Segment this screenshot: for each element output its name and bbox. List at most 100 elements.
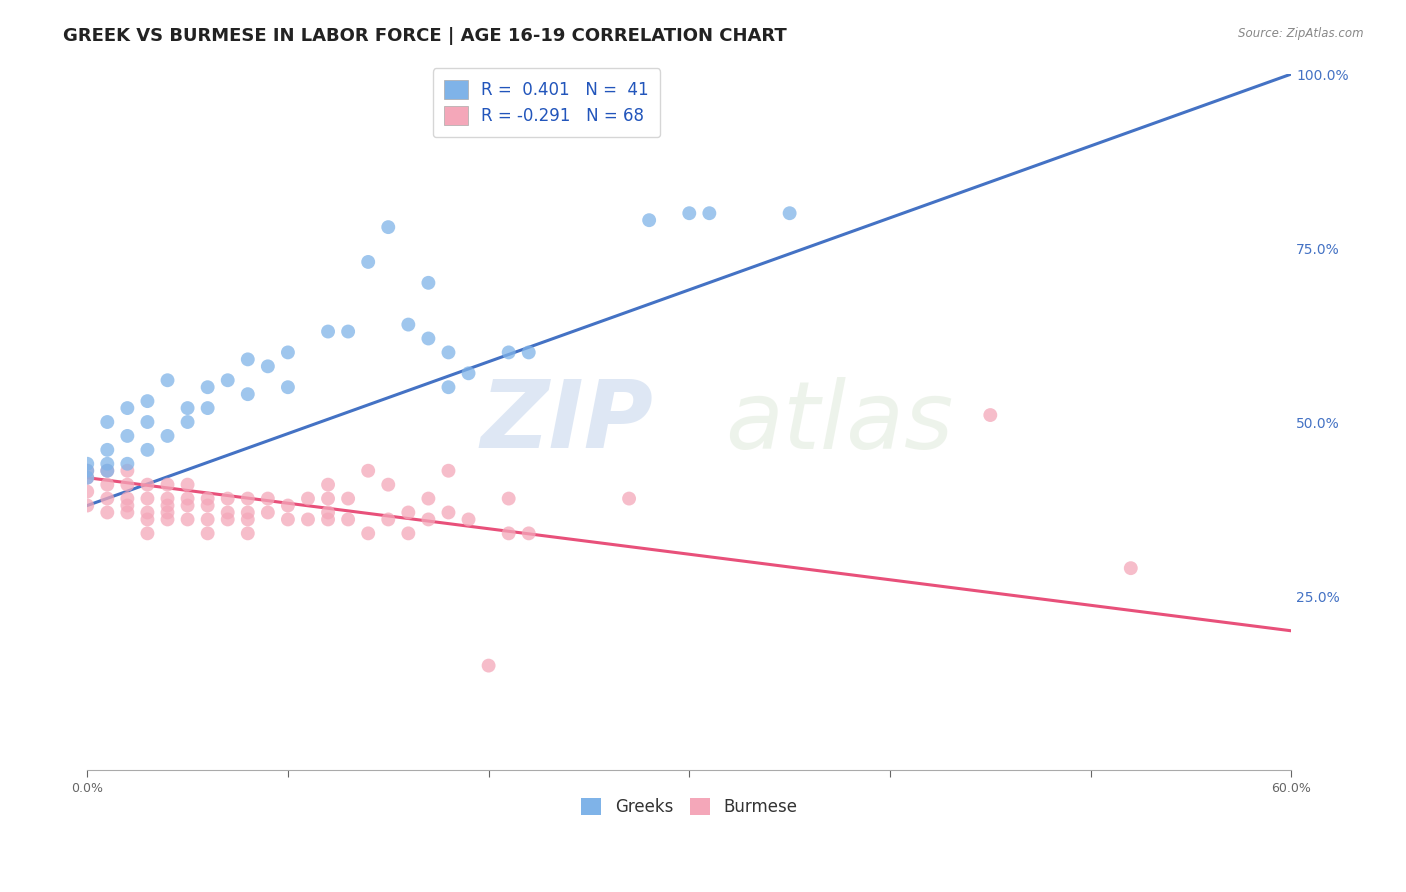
Point [117,491,139,506]
Point [498,345,520,359]
Point [457,366,479,380]
Point [136,526,159,541]
Point [76,499,98,513]
Point [197,526,219,541]
Point [236,491,259,506]
Point [257,359,280,374]
Point [96,464,118,478]
Point [117,457,139,471]
Point [478,658,501,673]
Point [96,457,118,471]
Point [617,491,640,506]
Point [337,491,360,506]
Point [377,512,399,526]
Point [498,491,520,506]
Point [979,408,1001,422]
Point [1119,561,1142,575]
Point [76,471,98,485]
Point [117,429,139,443]
Point [316,512,339,526]
Point [337,512,360,526]
Point [517,345,540,359]
Point [156,512,179,526]
Point [236,506,259,520]
Point [176,499,198,513]
Point [277,380,299,394]
Point [176,415,198,429]
Point [197,499,219,513]
Point [437,380,460,394]
Point [457,512,479,526]
Point [396,318,419,332]
Point [176,491,198,506]
Text: atlas: atlas [725,376,953,467]
Point [418,512,440,526]
Point [117,477,139,491]
Point [197,401,219,415]
Text: ZIP: ZIP [481,376,654,468]
Point [357,255,380,269]
Point [277,512,299,526]
Point [217,491,239,506]
Point [217,506,239,520]
Point [236,352,259,367]
Point [156,373,179,387]
Point [136,477,159,491]
Point [517,526,540,541]
Point [437,506,460,520]
Point [136,512,159,526]
Point [156,499,179,513]
Point [418,276,440,290]
Point [156,491,179,506]
Point [377,220,399,235]
Point [156,429,179,443]
Point [176,512,198,526]
Point [136,491,159,506]
Point [117,499,139,513]
Point [197,512,219,526]
Point [498,526,520,541]
Point [136,394,159,409]
Point [176,477,198,491]
Point [217,512,239,526]
Point [396,526,419,541]
Point [96,442,118,457]
Point [316,477,339,491]
Point [96,415,118,429]
Point [117,464,139,478]
Point [418,491,440,506]
Point [638,213,661,227]
Point [136,415,159,429]
Point [76,464,98,478]
Text: GREEK VS BURMESE IN LABOR FORCE | AGE 16-19 CORRELATION CHART: GREEK VS BURMESE IN LABOR FORCE | AGE 16… [63,27,787,45]
Point [277,499,299,513]
Point [418,331,440,345]
Point [277,345,299,359]
Point [156,477,179,491]
Point [236,526,259,541]
Point [257,491,280,506]
Point [337,325,360,339]
Point [76,484,98,499]
Point [76,457,98,471]
Point [257,506,280,520]
Point [96,506,118,520]
Point [217,373,239,387]
Point [117,401,139,415]
Text: Source: ZipAtlas.com: Source: ZipAtlas.com [1239,27,1364,40]
Point [779,206,801,220]
Point [96,477,118,491]
Point [357,464,380,478]
Point [316,506,339,520]
Point [437,345,460,359]
Point [136,506,159,520]
Point [136,442,159,457]
Point [197,491,219,506]
Point [96,491,118,506]
Point [678,206,700,220]
Point [297,491,319,506]
Legend: Greeks, Burmese: Greeks, Burmese [574,789,806,824]
Point [297,512,319,526]
Point [377,477,399,491]
Point [176,401,198,415]
